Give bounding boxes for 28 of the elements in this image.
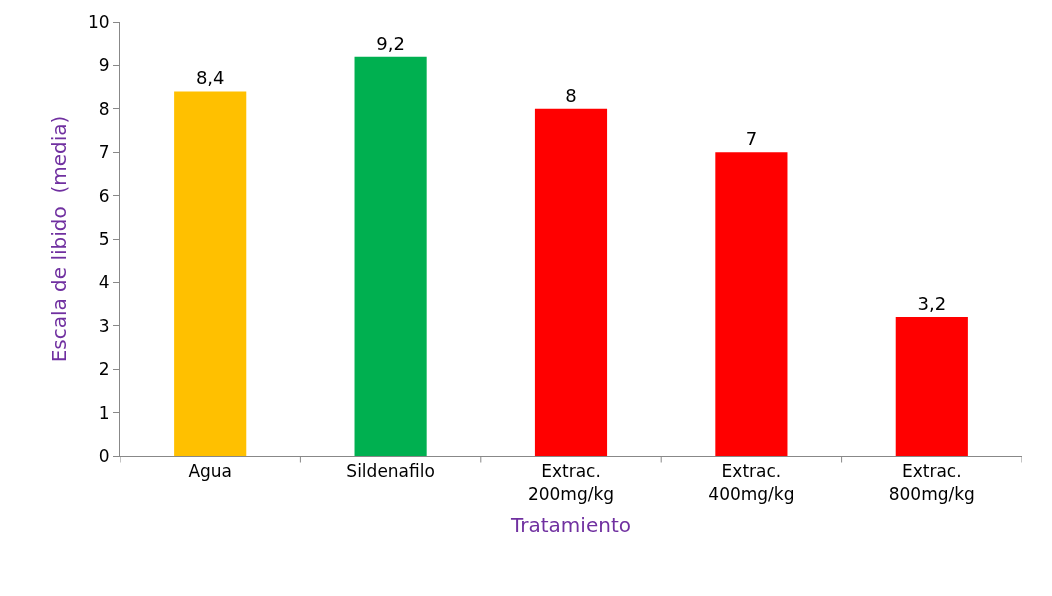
data-label: 8,4 [195,67,225,89]
y-tick-label: 6 [98,185,110,206]
bar [174,91,247,456]
data-label: 3,2 [917,293,947,315]
x-tick-label: Extrac. 800mg/kg [888,461,975,504]
x-tick-label: Agua [188,461,233,482]
data-label: 9,2 [376,32,405,54]
y-tick-label: 4 [98,272,110,293]
y-tick-label: 7 [98,142,110,163]
x-tick-label: Sildenafilo [346,461,435,482]
y-tick-label: 3 [98,315,110,336]
data-label: 8 [565,84,577,106]
x-axis-title: Tratamiento [510,513,631,537]
y-tick-label: 1 [98,402,110,423]
bar [534,108,608,456]
y-tick-label: 8 [98,98,110,119]
bar [895,317,968,456]
y-tick-label: 5 [98,228,110,249]
bar [354,56,427,456]
bar [715,152,788,456]
y-tick-label: 0 [98,445,110,466]
y-axis-title: Escala de libido (media) [47,115,72,363]
x-tick-label: Extrac. 200mg/kg [527,461,615,504]
y-tick-label: 10 [87,11,110,32]
y-tick-label: 9 [98,55,110,76]
x-tick-label: Extrac. 400mg/kg [708,461,795,504]
data-label: 7 [745,128,758,150]
y-tick-label: 2 [98,359,110,380]
